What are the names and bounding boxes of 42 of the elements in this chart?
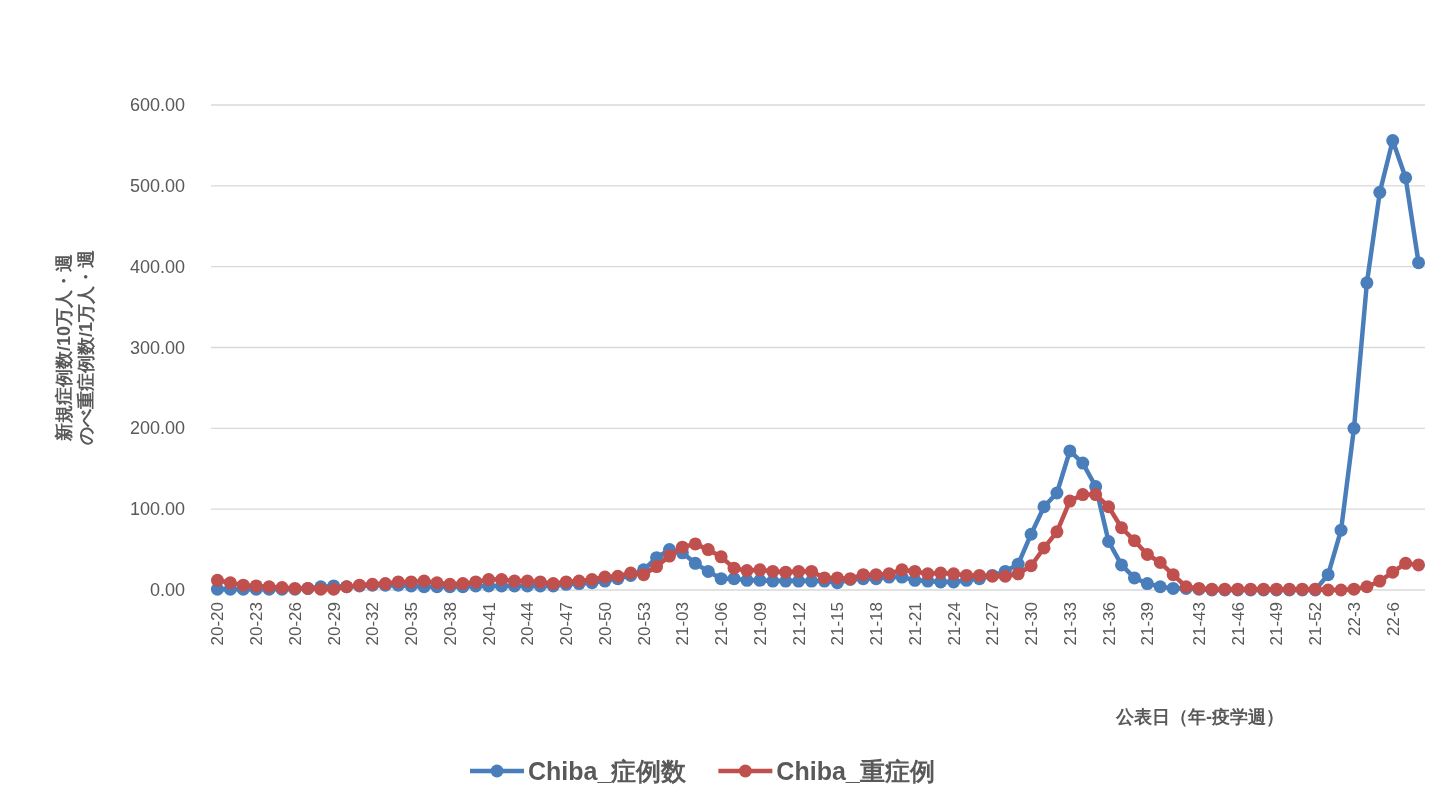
y-tick-label: 400.00 xyxy=(129,256,185,277)
x-tick-label: 21-43 xyxy=(1189,602,1209,646)
x-tick-label: 21-39 xyxy=(1138,602,1158,646)
x-tick-label: 20-26 xyxy=(285,602,305,646)
y-tick-label: 600.00 xyxy=(129,95,185,115)
x-tick-label: 20-35 xyxy=(402,602,422,646)
x-tick-label: 21-36 xyxy=(1099,602,1119,646)
x-tick-label: 20-23 xyxy=(247,602,267,646)
x-tick-label: 21-46 xyxy=(1228,602,1248,646)
x-tick-label: 20-44 xyxy=(518,602,538,646)
x-tick-label: 21-49 xyxy=(1267,602,1287,646)
x-tick-label: 20-53 xyxy=(634,602,654,646)
x-tick-label: 20-41 xyxy=(479,602,499,646)
x-tick-label: 21-30 xyxy=(1022,602,1042,646)
y-tick-label: 300.00 xyxy=(129,337,185,358)
x-tick-label: 20-50 xyxy=(595,602,615,646)
x-tick-label: 22-6 xyxy=(1383,602,1403,637)
x-tick-label: 20-38 xyxy=(440,602,460,646)
y-tick-label: 500.00 xyxy=(129,175,185,196)
x-tick-label: 21-12 xyxy=(789,602,809,646)
x-tick-label: 21-52 xyxy=(1306,602,1326,646)
x-tick-label: 21-27 xyxy=(983,602,1003,646)
x-tick-label: 21-21 xyxy=(905,602,925,646)
y-tick-label: 0.00 xyxy=(149,580,185,600)
x-tick-label: 21-06 xyxy=(712,602,732,646)
legend-label: Chiba_重症例 xyxy=(776,757,935,785)
x-tick-label: 20-47 xyxy=(557,602,577,646)
x-tick-label: 20-32 xyxy=(363,602,383,646)
x-tick-label: 21-15 xyxy=(828,602,848,646)
x-tick-label: 21-03 xyxy=(673,602,693,646)
x-tick-label: 22-3 xyxy=(1344,602,1364,637)
y-axis-title: 新規症例数/10万人・週のべ重症例数/1万人・週 xyxy=(54,249,96,446)
x-tick-label: 21-09 xyxy=(750,602,770,646)
x-tick-label: 20-29 xyxy=(324,602,344,646)
y-tick-label: 100.00 xyxy=(129,499,185,520)
x-tick-label: 21-18 xyxy=(867,602,887,646)
x-tick-label: 21-24 xyxy=(944,602,964,646)
y-tick-label: 200.00 xyxy=(129,418,185,439)
x-tick-label: 20-20 xyxy=(208,602,228,646)
x-tick-label: 21-33 xyxy=(1060,602,1080,646)
legend-label: Chiba_症例数 xyxy=(528,757,688,785)
x-axis-title: 公表日（年-疫学週） xyxy=(1115,707,1284,727)
